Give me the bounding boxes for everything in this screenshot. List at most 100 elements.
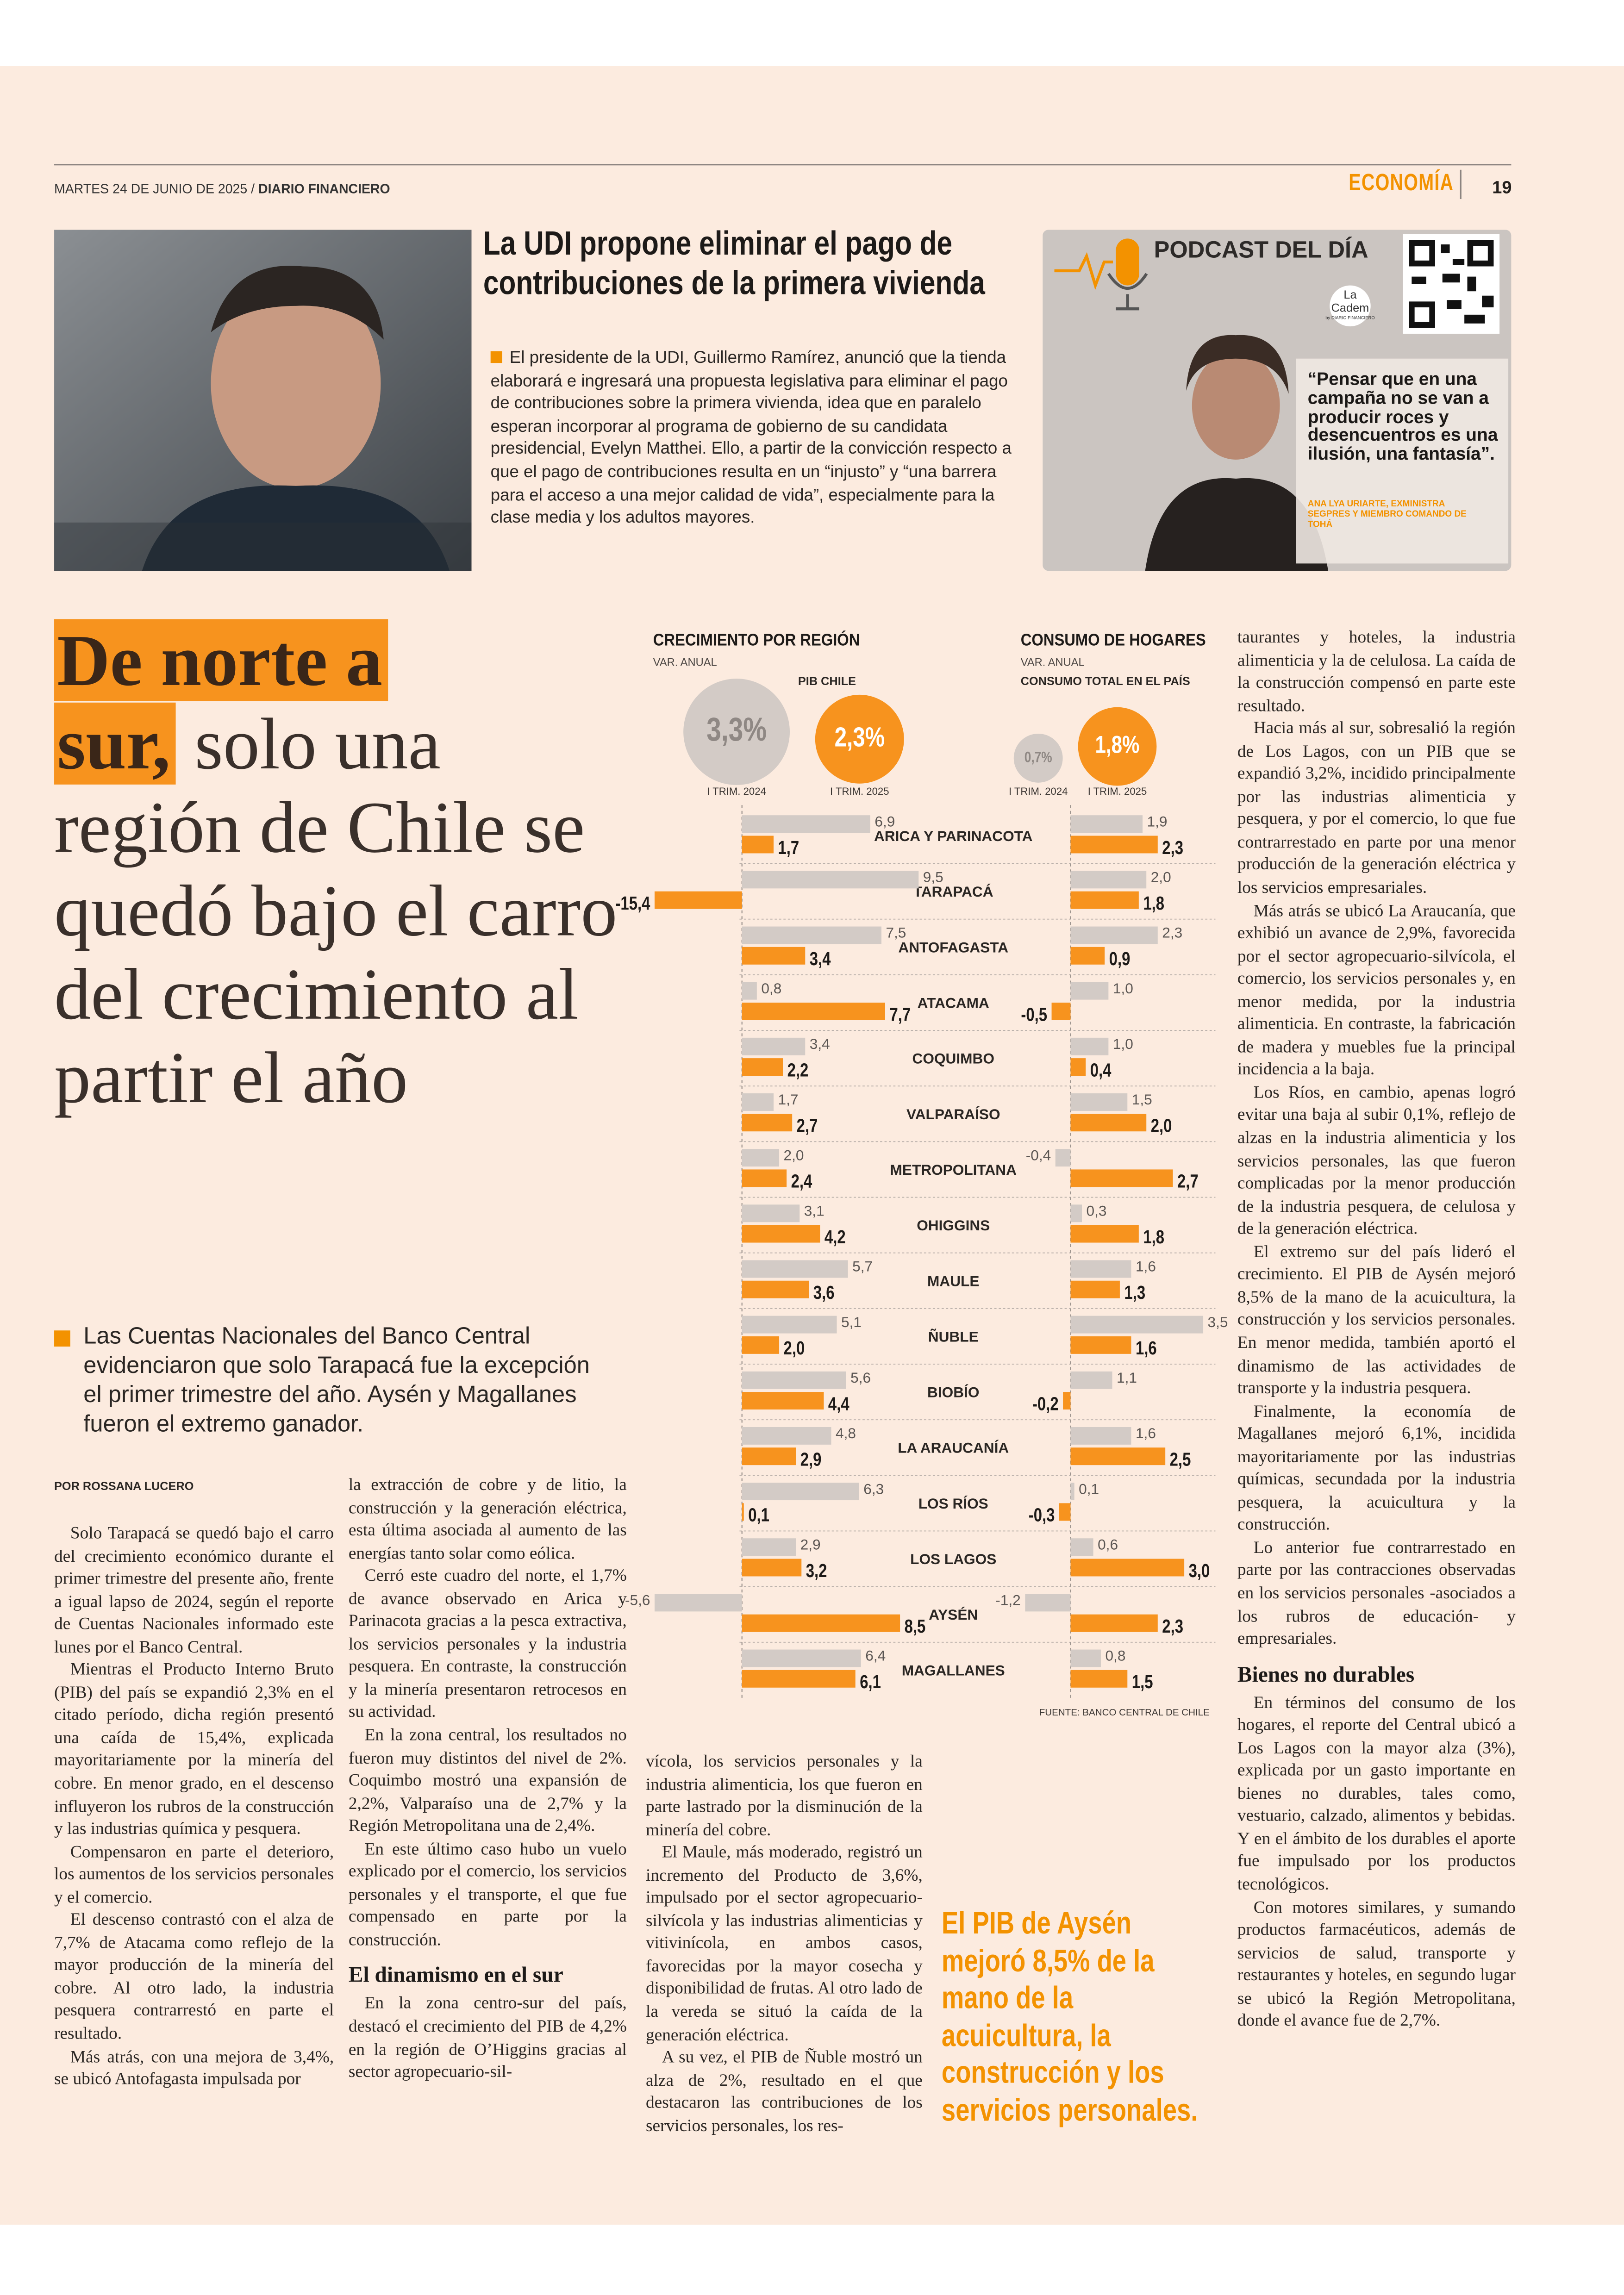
brief-title: La UDI propone eliminar el pago de contr… [483,224,985,302]
value-label: 0,9 [1109,948,1131,969]
bar-2024 [742,926,881,944]
bar-2025 [742,1336,780,1354]
paragraph: En este último caso hubo un vuelo explic… [348,1838,627,1950]
value-label: 6,1 [860,1671,881,1692]
bar-2024 [742,1371,846,1389]
value-label: 3,0 [1189,1559,1210,1581]
value-label: 2,0 [784,1337,805,1359]
page-number: 19 [1492,177,1512,198]
paragraph: El extremo sur del país lideró el crecim… [1237,1241,1516,1398]
value-label: 3,1 [804,1202,824,1219]
region-label: OHIGGINS [917,1217,990,1234]
lead-text: Las Cuentas Nacionales del Banco Central… [83,1324,590,1438]
header-divider [1460,169,1462,200]
paragraph: El Maule, más moderado, registró un incr… [645,1841,923,2044]
bar-2025 [742,1225,820,1243]
value-label: 4,2 [824,1226,846,1247]
region-label: BIOBÍO [927,1384,979,1401]
bar-2025 [1070,836,1158,854]
value-label: 0,1 [1079,1480,1099,1497]
region-label: ARICA Y PARINACOTA [874,828,1033,844]
bar-2025 [654,891,742,909]
lead: Las Cuentas Nacionales del Banco Central… [54,1323,611,1440]
brand-line: La [1343,288,1357,302]
bar-2025 [1070,1670,1128,1688]
paragraph: Con motores similares, y sumando product… [1237,1896,1516,2031]
total-label: 3,3% [706,711,767,748]
subheading: El dinamismo en el sur [348,1964,563,1989]
value-label: -0,3 [1029,1504,1055,1525]
bar-2024 [1070,1316,1204,1334]
brief-body: El presidente de la UDI, Guillermo Ramír… [490,347,1015,529]
bar-2024 [1070,1427,1131,1445]
bar-2025 [742,1002,885,1020]
value-label: 0,4 [1090,1059,1112,1080]
value-label: 1,6 [1136,1258,1156,1275]
bar-2025 [1059,1503,1071,1521]
bar-2024 [1070,982,1109,1000]
value-label: 1,0 [1113,1035,1133,1052]
paragraph: A su vez, el PIB de Ñuble mostró un alza… [645,2046,923,2135]
value-label: 9,5 [923,869,943,886]
podcast-box [1043,230,1512,571]
value-label: 5,1 [841,1314,862,1330]
value-label: 0,1 [748,1504,769,1525]
bar-2025 [1070,1225,1139,1243]
bar-2025 [742,836,774,854]
value-label: 3,4 [810,948,831,969]
bars [1025,815,1204,1688]
podcast-attribution: ANA LYA URIARTE, EXMINISTRA SEGPRES Y MI… [1307,500,1467,530]
paragraph: Cerró este cuadro del norte, el 1,7% de … [348,1565,627,1722]
total-circle [1013,734,1063,783]
bar-2024 [654,1594,742,1612]
bar-2024 [742,1649,861,1667]
value-label: 1,8 [1143,1226,1164,1247]
value-label: 1,9 [1147,813,1168,829]
paragraph: vícola, los servicios personales y la in… [645,1750,923,1840]
total-label: 0,7% [1024,749,1052,766]
region-label: METROPOLITANA [890,1161,1017,1178]
value-label: 1,3 [1124,1282,1145,1303]
value-label: 1,5 [1132,1091,1152,1108]
source: FUENTE: BANCO CENTRAL DE CHILE [1039,1707,1210,1718]
bar-2025 [742,1614,900,1632]
series-name: I TRIM. 2025 [1088,786,1147,797]
subheading: Bienes no durables [1237,1663,1415,1687]
bar-2025 [1070,1447,1166,1466]
value-label: 1,5 [1132,1671,1153,1692]
value-label: 2,0 [784,1147,804,1163]
value-label: 6,4 [865,1647,886,1664]
value-label: 0,3 [1087,1202,1107,1219]
bar-2025 [1070,1058,1086,1076]
paragraph: Mientras el Producto Interno Bruto (PIB)… [54,1659,334,1839]
bullet [490,351,502,363]
paper-name: DIARIO FINANCIERO [258,181,390,196]
chart-title: CRECIMIENTO POR REGIÓN [653,630,860,649]
value-label: 3,5 [1208,1314,1228,1330]
bar-2024 [1070,1037,1109,1055]
total-label: 2,3% [835,722,885,753]
photo [54,230,472,571]
podcast-title: PODCAST DEL DÍA [1154,238,1368,264]
total-label: 1,8% [1095,731,1140,759]
value-label: 1,0 [1113,980,1133,997]
value-label: 2,0 [1151,869,1171,886]
date: MARTES 24 DE JUNIO DE 2025 / [54,181,255,196]
bar-2025 [1070,1280,1120,1298]
value-label: 6,9 [874,813,895,829]
bar-2024 [1070,815,1143,833]
region-label: VALPARAÍSO [906,1106,1000,1123]
text-column: vícola, los servicios personales y la in… [646,1751,923,2138]
bar-2024 [1070,926,1158,944]
value-label: 3,6 [813,1282,835,1303]
bar-2025 [1051,1002,1071,1020]
bar-2025 [742,1670,856,1688]
paragraph: Finalmente, la economía de Magallanes me… [1237,1400,1516,1534]
bar-2024 [1025,1594,1071,1612]
bar-2024 [742,1538,796,1556]
bar-2024 [742,1427,831,1445]
series-name: I TRIM. 2024 [707,786,766,797]
bar-2025 [742,1280,809,1298]
